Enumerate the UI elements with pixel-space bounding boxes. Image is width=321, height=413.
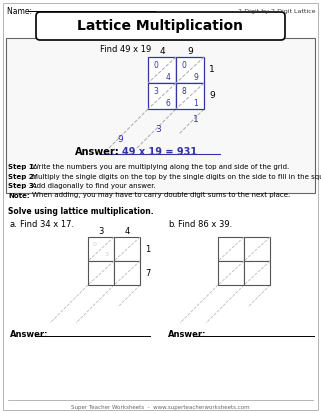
Text: 2-Digit by 2-Digit Lattice: 2-Digit by 2-Digit Lattice [238,9,315,14]
Bar [88,237,114,261]
Text: Step 3:: Step 3: [8,183,37,189]
Text: Find 49 x 19: Find 49 x 19 [100,45,151,55]
Bar [148,83,176,109]
Text: Answer:: Answer: [10,330,48,339]
Bar [218,237,244,261]
Text: 4: 4 [159,47,165,55]
Text: 3: 3 [155,124,161,133]
Text: 4: 4 [124,226,130,235]
Bar [218,261,244,285]
Text: Find 34 x 17.: Find 34 x 17. [20,220,74,229]
Text: Multiply the single digits on the top by the single digits on the side to fill i: Multiply the single digits on the top by… [32,173,321,180]
Text: Write the numbers you are multiplying along the top and side of the grid.: Write the numbers you are multiplying al… [32,164,289,170]
Text: 3: 3 [153,86,159,95]
Text: Solve using lattice multiplication.: Solve using lattice multiplication. [8,207,154,216]
Text: 9: 9 [194,73,198,81]
Text: 3: 3 [98,226,104,235]
Text: 9: 9 [117,135,123,143]
Text: Note:: Note: [8,192,30,199]
Text: Lattice Multiplication: Lattice Multiplication [77,19,243,33]
Text: 8: 8 [182,86,187,95]
Bar [88,261,114,285]
Text: 0: 0 [93,242,97,247]
Text: b.: b. [168,220,176,229]
Text: Step 2:: Step 2: [8,173,36,180]
Text: 9: 9 [187,47,193,55]
Text: 0: 0 [182,60,187,69]
Text: Name:: Name: [7,7,34,16]
Bar [244,237,270,261]
Text: 3: 3 [105,252,109,256]
Bar [114,261,140,285]
Text: 1: 1 [194,98,198,107]
Text: 1: 1 [145,244,151,254]
Text: 1: 1 [209,66,215,74]
Text: Find 86 x 39.: Find 86 x 39. [178,220,232,229]
Bar [176,57,204,83]
Text: a.: a. [10,220,18,229]
Text: Add diagonally to find your answer.: Add diagonally to find your answer. [32,183,156,189]
Text: 7: 7 [145,268,151,278]
Bar [244,261,270,285]
Text: Answer:: Answer: [75,147,120,157]
Text: Super Teacher Worksheets  -  www.superteacherworksheets.com: Super Teacher Worksheets - www.superteac… [71,404,249,410]
Bar [148,57,176,83]
Text: 6: 6 [166,98,170,107]
Text: Step 1:: Step 1: [8,164,37,170]
Text: 9: 9 [209,92,215,100]
Bar [114,237,140,261]
Bar [176,83,204,109]
Text: 49 x 19 = 931: 49 x 19 = 931 [122,147,197,157]
Bar [6,38,315,193]
Text: 0: 0 [153,60,159,69]
Text: 4: 4 [166,73,170,81]
FancyBboxPatch shape [36,12,285,40]
Text: 1: 1 [193,114,199,123]
Text: When adding, you may have to carry double digit sums to the next place.: When adding, you may have to carry doubl… [32,192,290,199]
Text: Answer:: Answer: [168,330,206,339]
